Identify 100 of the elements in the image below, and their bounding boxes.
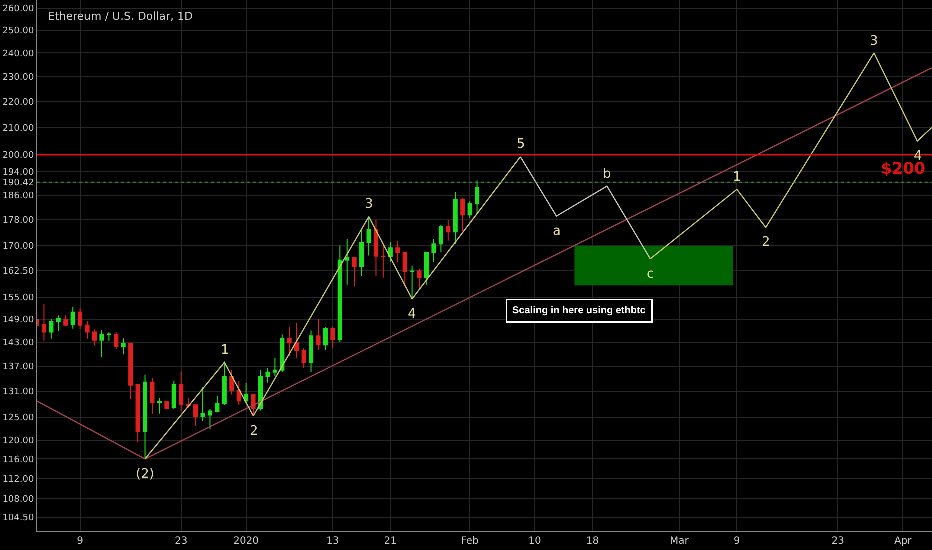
x-tick-label: Feb xyxy=(461,536,479,547)
x-tick-label: 18 xyxy=(586,536,600,547)
y-tick-label: 220.00 xyxy=(2,98,34,108)
annotation: 4 xyxy=(408,307,416,322)
y-tick-label: 125.00 xyxy=(2,414,34,424)
candlestick xyxy=(222,362,227,406)
candlestick xyxy=(244,382,249,404)
annotation: 1 xyxy=(733,170,742,185)
line-series xyxy=(650,52,932,260)
candlestick xyxy=(236,381,242,406)
y-tick-label: 260.00 xyxy=(2,4,34,15)
candlestick xyxy=(49,318,54,340)
annotation: (2) xyxy=(136,467,154,482)
candlestick xyxy=(251,394,256,417)
candlestick xyxy=(106,332,112,342)
candlestick xyxy=(100,330,104,358)
y-tick-label: 131.00 xyxy=(2,387,34,398)
candlestick xyxy=(323,326,328,351)
annotation: 3 xyxy=(870,34,878,49)
candlestick xyxy=(316,318,321,351)
candlestick xyxy=(136,384,140,444)
annotation: 5 xyxy=(517,137,526,152)
y-tick-label: 108.00 xyxy=(2,495,34,506)
y-tick-label: 210.00 xyxy=(2,124,34,134)
y-tick-label: 178.00 xyxy=(2,216,34,226)
candlestick xyxy=(157,398,162,414)
y-tick-label: 240.00 xyxy=(2,49,34,60)
y-tick-label: 143.00 xyxy=(2,338,34,348)
y-tick-label: 104.50 xyxy=(2,514,34,524)
candlestick xyxy=(121,338,126,356)
y-tick-label: 200.00 xyxy=(2,151,34,162)
x-tick-label: 9 xyxy=(734,536,740,547)
candlestick xyxy=(70,307,76,330)
line-series xyxy=(520,156,652,260)
text: Ethereum / U.S. Dollar, 1D xyxy=(48,10,193,23)
candlestick xyxy=(150,378,155,414)
candlestick xyxy=(258,370,264,412)
candlestick xyxy=(460,198,466,232)
y-tick-label: 190.42 xyxy=(2,178,34,189)
x-tick-label: 23 xyxy=(832,536,845,547)
x-tick-label: Apr xyxy=(894,536,913,547)
candlestick xyxy=(128,343,134,400)
x-tick-label: 13 xyxy=(326,536,340,547)
candlestick xyxy=(374,220,378,277)
y-tick-label: 230.00 xyxy=(2,73,34,84)
candlestick xyxy=(194,404,198,427)
candlestick xyxy=(42,304,46,342)
annotation: a xyxy=(553,224,561,239)
candlestick xyxy=(366,216,372,256)
candlestick xyxy=(381,245,386,278)
candlestick xyxy=(208,408,212,430)
candlestick xyxy=(330,326,336,349)
candlestick xyxy=(388,242,393,263)
annotation: 2 xyxy=(762,235,770,250)
candlestick xyxy=(432,238,436,263)
candlestick xyxy=(56,315,61,332)
x-tick-label: 23 xyxy=(174,536,188,547)
candlestick xyxy=(280,334,285,373)
y-tick-label: 155.00 xyxy=(2,294,34,304)
candlestick xyxy=(114,332,119,350)
candlestick xyxy=(360,227,364,277)
candlestick xyxy=(172,381,176,410)
candlestick xyxy=(438,224,444,253)
x-tick-label: 21 xyxy=(384,536,398,547)
x-tick-label: 10 xyxy=(528,536,542,547)
candlestick xyxy=(446,220,451,242)
x-tick-label: 2020 xyxy=(234,536,260,547)
y-tick-label: 186.00 xyxy=(2,192,34,202)
candlestick xyxy=(200,386,206,422)
y-tick-label: 170.00 xyxy=(2,242,34,252)
y-tick-label: 116.00 xyxy=(2,455,34,466)
candlestick xyxy=(64,315,68,327)
annotation: Scaling in here using ethbtc xyxy=(512,306,646,316)
y-tick-label: 250.00 xyxy=(2,26,34,37)
annotation: b xyxy=(603,167,612,182)
annotation: c xyxy=(647,267,654,282)
candlestick xyxy=(287,326,292,357)
y-tick-label: 149.00 xyxy=(2,316,34,326)
candlestick xyxy=(424,252,430,286)
candlestick xyxy=(352,256,357,288)
candlestick xyxy=(417,268,422,289)
y-tick-label: 112.00 xyxy=(2,474,34,485)
candlestick xyxy=(453,192,458,245)
ref-line-label: $200 xyxy=(881,159,926,178)
candlestick xyxy=(468,201,472,220)
candlestick xyxy=(272,358,278,378)
candlestick xyxy=(85,321,90,340)
candlestick xyxy=(78,308,83,330)
y-tick-label: 120.00 xyxy=(2,436,34,446)
candlestick xyxy=(179,371,184,412)
candlestick xyxy=(302,348,306,369)
candlestick xyxy=(294,322,300,359)
candlestick xyxy=(410,265,415,300)
candlestick xyxy=(92,329,98,346)
annotation: 3 xyxy=(365,197,374,212)
candlestick xyxy=(345,238,350,286)
annotation: 2 xyxy=(250,424,258,439)
candlestick xyxy=(266,368,270,384)
candlestick xyxy=(402,252,408,288)
annotation: 1 xyxy=(221,343,230,358)
